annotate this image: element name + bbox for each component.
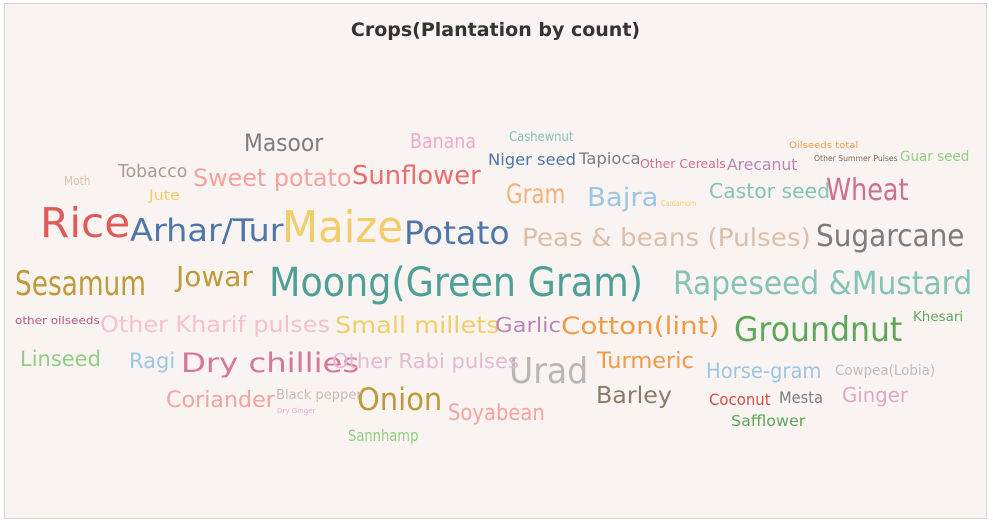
chart-title: Crops(Plantation by count) — [350, 19, 641, 41]
word-coriander: Coriander — [166, 388, 276, 413]
word-peas-beans-pulses: Peas & beans (Pulses) — [522, 223, 811, 252]
word-small-millets: Small millets — [335, 313, 500, 339]
word-moth: Moth — [64, 174, 90, 188]
word-cowpea-lobia: Cowpea(Lobia) — [835, 363, 935, 379]
word-maize: Maize — [282, 202, 403, 253]
word-rice: Rice — [40, 199, 130, 247]
word-oilseeds-total: Oilseeds total — [789, 141, 858, 151]
word-mesta: Mesta — [779, 388, 823, 407]
word-dry-ginger: Dry Ginger — [277, 407, 316, 415]
word-linseed: Linseed — [20, 347, 101, 371]
word-other-rabi-pulses: Other Rabi pulses — [332, 349, 519, 373]
word-other-oilseeds: other oilseeds — [15, 314, 100, 327]
word-other-summer-pulses: Other Summer Pulses — [814, 154, 898, 163]
word-sannhamp: Sannhamp — [348, 426, 418, 445]
word-khesari: Khesari — [913, 310, 963, 325]
word-potato: Potato — [404, 214, 510, 252]
word-moong-green-gram: Moong(Green Gram) — [269, 260, 643, 306]
word-arhar-tur: Arhar/Tur — [130, 213, 284, 249]
word-ginger: Ginger — [842, 383, 909, 407]
word-cardamom: Cardamom — [661, 199, 696, 208]
word-dry-chillies: Dry chillies — [181, 348, 359, 379]
word-urad: Urad — [509, 351, 588, 392]
word-sweet-potato: Sweet potato — [193, 164, 351, 192]
word-castor-seed: Castor seed — [709, 179, 830, 203]
word-garlic: Garlic — [495, 313, 561, 337]
word-masoor: Masoor — [244, 129, 323, 157]
chart-panel: Crops(Plantation by count) — [4, 3, 987, 519]
word-guar-seed: Guar seed — [900, 149, 969, 165]
word-safflower: Safflower — [731, 412, 806, 430]
word-soyabean: Soyabean — [448, 401, 545, 426]
word-black-pepper: Black pepper — [276, 388, 362, 403]
word-jute: Jute — [148, 188, 180, 204]
word-niger-seed: Niger seed — [488, 150, 576, 169]
word-groundnut: Groundnut — [734, 310, 902, 350]
word-ragi: Ragi — [129, 349, 175, 373]
word-cotton-lint: Cotton(lint) — [561, 312, 719, 340]
word-bajra: Bajra — [587, 183, 659, 213]
word-sesamum: Sesamum — [15, 264, 146, 304]
word-rapeseed-mustard: Rapeseed &Mustard — [673, 264, 972, 302]
word-wheat: Wheat — [826, 173, 909, 208]
word-sugarcane: Sugarcane — [816, 219, 965, 254]
word-barley: Barley — [596, 383, 672, 409]
word-other-kharif-pulses: Other Kharif pulses — [100, 313, 330, 338]
word-cashewnut: Cashewnut — [509, 130, 573, 145]
word-arecanut: Arecanut — [727, 155, 797, 174]
word-turmeric: Turmeric — [596, 349, 694, 374]
word-tobacco: Tobacco — [117, 161, 187, 182]
word-sunflower: Sunflower — [352, 161, 481, 191]
word-gram: Gram — [506, 179, 565, 210]
word-horse-gram: Horse-gram — [706, 359, 822, 383]
word-coconut: Coconut — [709, 390, 771, 409]
word-onion: Onion — [357, 382, 442, 418]
word-jowar: Jowar — [174, 260, 253, 293]
word-banana: Banana — [410, 129, 476, 153]
word-tapioca: Tapioca — [578, 149, 641, 168]
word-other-cereals: Other Cereals — [640, 157, 726, 171]
